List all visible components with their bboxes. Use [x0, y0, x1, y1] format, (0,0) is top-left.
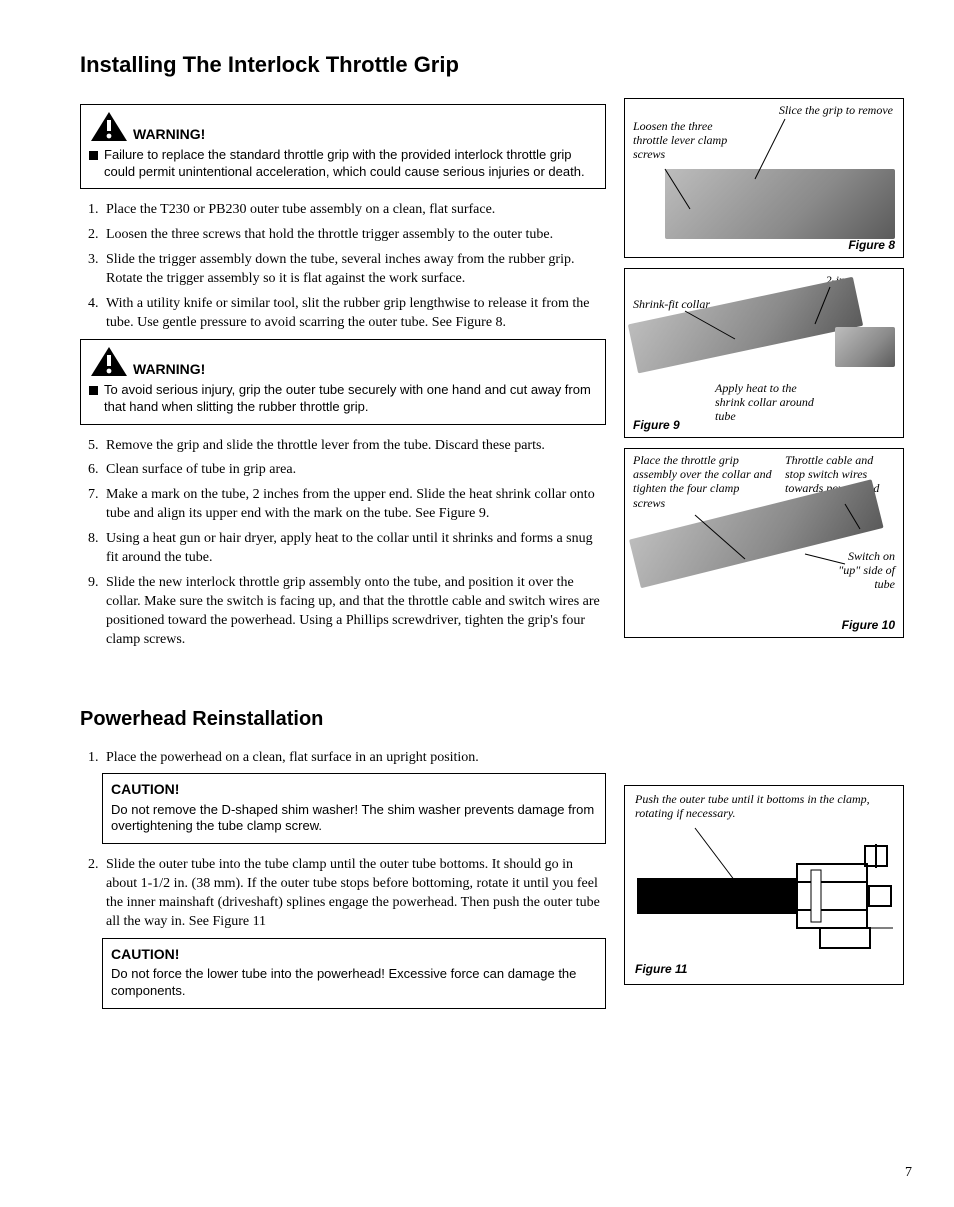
fig9-annot-heat: Apply heat to the shrink collar around t…	[715, 381, 825, 424]
bullet-icon	[89, 386, 98, 395]
caution-label: CAUTION!	[111, 780, 597, 798]
figure-11: Push the outer tube until it bottoms in …	[624, 785, 904, 985]
step-item: Loosen the three screws that hold the th…	[102, 226, 606, 245]
caution-box-1: CAUTION! Do not remove the D-shaped shim…	[102, 773, 606, 844]
warning-icon	[89, 346, 129, 378]
figure-10: Place the throttle grip assembly over th…	[624, 448, 904, 638]
warning-label: WARNING!	[133, 360, 205, 378]
step-item: Slide the trigger assembly down the tube…	[102, 251, 606, 289]
step-item: Remove the grip and slide the throttle l…	[102, 437, 606, 456]
warning-box-1: WARNING! Failure to replace the standard…	[80, 104, 606, 190]
caution2-text: Do not force the lower tube into the pow…	[111, 966, 576, 998]
step-item: Slide the outer tube into the tube clamp…	[102, 856, 606, 932]
section1-right: Slice the grip to remove Loosen the thre…	[624, 98, 904, 638]
step-item: Place the T230 or PB230 outer tube assem…	[102, 201, 606, 220]
fig9-heatgun	[835, 327, 895, 367]
fig11-diagram	[625, 786, 903, 984]
warning-box-2: WARNING! To avoid serious injury, grip t…	[80, 339, 606, 425]
fig10-annot-assembly: Place the throttle grip assembly over th…	[633, 453, 773, 511]
steps2-a: Place the powerhead on a clean, flat sur…	[80, 749, 606, 768]
warning1-body: Failure to replace the standard throttle…	[89, 147, 597, 181]
step-item: Slide the new interlock throttle grip as…	[102, 574, 606, 650]
step-item: Clean surface of tube in grip area.	[102, 461, 606, 480]
section1-layout: WARNING! Failure to replace the standard…	[80, 98, 904, 656]
section2-title: Powerhead Reinstallation	[80, 706, 904, 733]
fig8-annot-slice: Slice the grip to remove	[779, 103, 893, 117]
section2-layout: Place the powerhead on a clean, flat sur…	[80, 743, 904, 1021]
fig9-image	[628, 276, 863, 373]
warning-head: WARNING!	[89, 111, 597, 143]
section1-left: WARNING! Failure to replace the standard…	[80, 98, 606, 656]
warning1-text: Failure to replace the standard throttle…	[104, 147, 597, 181]
warning-head: WARNING!	[89, 346, 597, 378]
warning-icon	[89, 111, 129, 143]
caution-box-2: CAUTION! Do not force the lower tube int…	[102, 938, 606, 1009]
fig11-caption: Figure 11	[635, 961, 687, 977]
step-item: Make a mark on the tube, 2 inches from t…	[102, 486, 606, 524]
fig10-annot-switch: Switch on "up" side of tube	[825, 549, 895, 592]
steps-b: Remove the grip and slide the throttle l…	[80, 437, 606, 650]
step-item: Place the powerhead on a clean, flat sur…	[102, 749, 606, 768]
caution1-text: Do not remove the D-shaped shim washer! …	[111, 802, 594, 834]
section1-title: Installing The Interlock Throttle Grip	[80, 50, 904, 80]
fig8-caption: Figure 8	[848, 237, 895, 253]
step-item: With a utility knife or similar tool, sl…	[102, 295, 606, 333]
fig8-image	[665, 169, 895, 239]
warning2-text: To avoid serious injury, grip the outer …	[104, 382, 597, 416]
figure-8: Slice the grip to remove Loosen the thre…	[624, 98, 904, 258]
steps2-b: Slide the outer tube into the tube clamp…	[80, 856, 606, 932]
section2-right: Push the outer tube until it bottoms in …	[624, 743, 904, 985]
step-item: Using a heat gun or hair dryer, apply he…	[102, 530, 606, 568]
steps-a: Place the T230 or PB230 outer tube assem…	[80, 201, 606, 332]
figure-9: 2-in. Shrink-fit collar Apply heat to th…	[624, 268, 904, 438]
section2-left: Place the powerhead on a clean, flat sur…	[80, 743, 606, 1021]
spacer	[624, 743, 904, 775]
warning2-body: To avoid serious injury, grip the outer …	[89, 382, 597, 416]
fig8-annot-loosen: Loosen the three throttle lever clamp sc…	[633, 119, 743, 162]
warning-label: WARNING!	[133, 125, 205, 143]
page-number: 7	[905, 1164, 912, 1183]
fig10-caption: Figure 10	[842, 617, 895, 633]
bullet-icon	[89, 151, 98, 160]
caution-label: CAUTION!	[111, 945, 597, 963]
fig9-caption: Figure 9	[633, 417, 680, 433]
